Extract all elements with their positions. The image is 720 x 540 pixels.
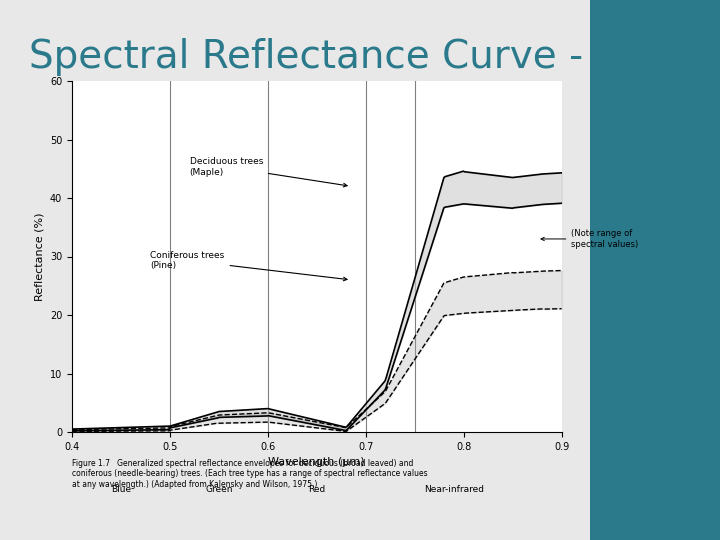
Text: Deciduous trees
(Maple): Deciduous trees (Maple) (189, 157, 347, 187)
Text: Spectral Reflectance Curve - Vegetation: Spectral Reflectance Curve - Vegetation (29, 38, 720, 76)
Text: Figure 1.7   Generalized spectral reflectance envelopes for deciduous (broad lea: Figure 1.7 Generalized spectral reflecta… (72, 459, 428, 489)
Y-axis label: Reflectance (%): Reflectance (%) (35, 212, 45, 301)
Text: Red: Red (308, 485, 325, 494)
X-axis label: Wavelength (μm): Wavelength (μm) (269, 457, 365, 467)
Text: Blue: Blue (111, 485, 131, 494)
Text: Near-infrared: Near-infrared (424, 485, 484, 494)
Text: (Note range of
spectral values): (Note range of spectral values) (541, 230, 639, 248)
Text: Green: Green (205, 485, 233, 494)
Text: Coniferous trees
(Pine): Coniferous trees (Pine) (150, 251, 347, 281)
